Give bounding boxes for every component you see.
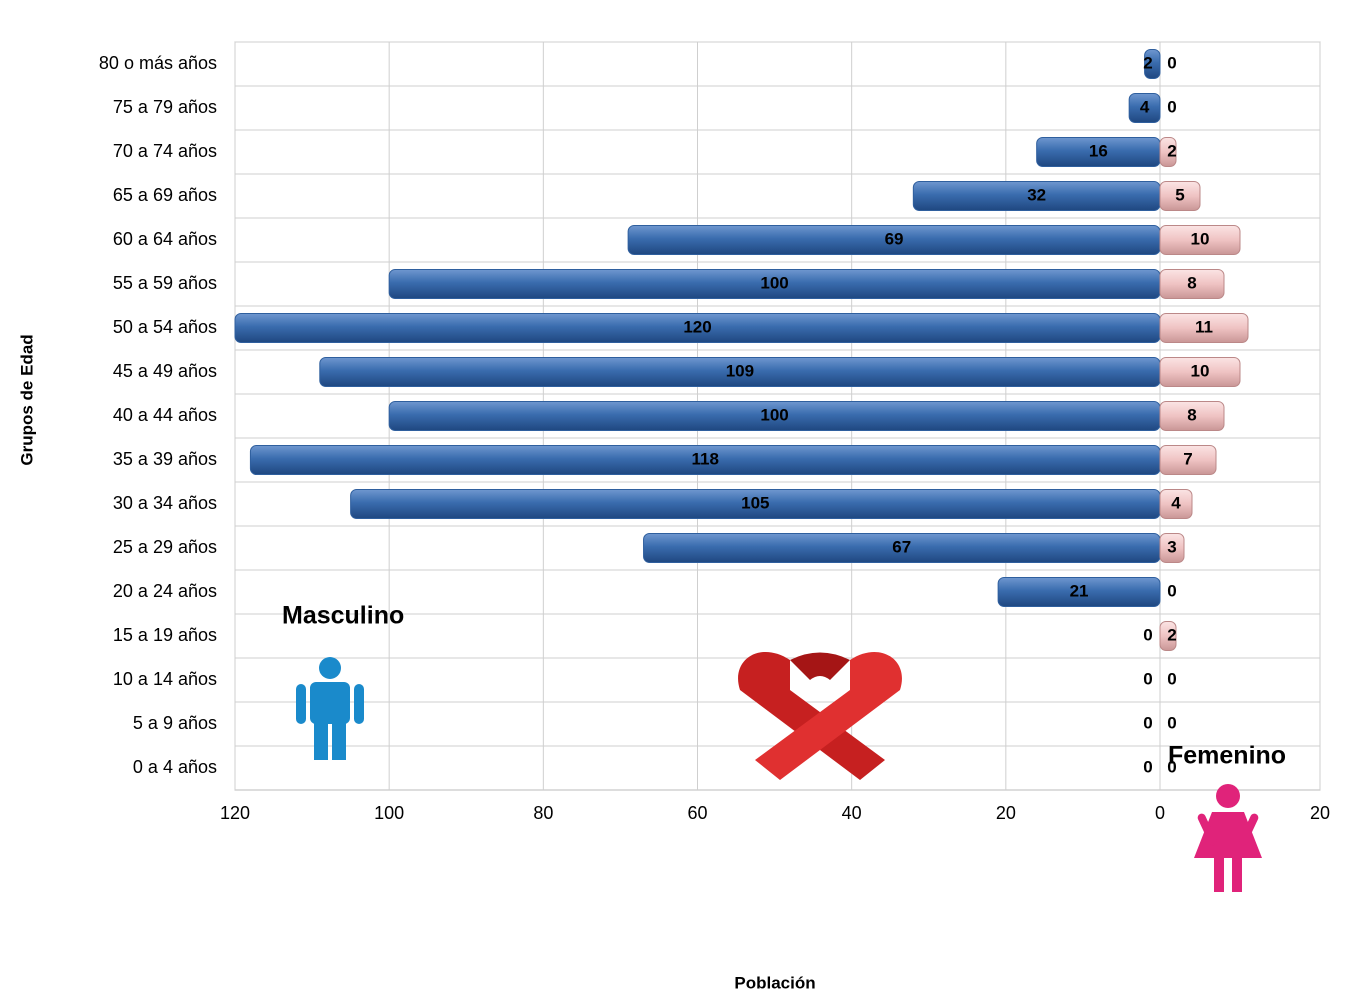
ribbon-icon [738, 651, 902, 780]
male-value-label: 67 [892, 537, 911, 556]
y-tick-label: 20 a 24 años [113, 581, 217, 601]
female-value-label: 2 [1167, 141, 1176, 160]
female-bar [1159, 400, 1225, 432]
female-value-label: 0 [1167, 97, 1176, 116]
male-value-label: 100 [760, 405, 788, 424]
female-bar [1159, 268, 1225, 300]
male-bar [1128, 92, 1161, 124]
female-annotation: Femenino [1168, 742, 1286, 770]
female-value-label: 4 [1171, 493, 1181, 512]
male-value-label: 4 [1140, 97, 1150, 116]
y-tick-label: 25 a 29 años [113, 537, 217, 557]
x-tick-label: 20 [996, 803, 1016, 823]
male-value-label: 2 [1143, 53, 1152, 72]
male-icon [296, 657, 364, 760]
male-value-label: 0 [1143, 713, 1152, 732]
grid [234, 41, 1321, 791]
y-tick-label: 10 a 14 años [113, 669, 217, 689]
male-bar [1144, 48, 1161, 80]
bars [234, 48, 1249, 652]
female-bar [1159, 444, 1217, 476]
male-value-label: 32 [1027, 185, 1046, 204]
female-bar [1159, 532, 1185, 564]
female-value-label: 0 [1167, 53, 1176, 72]
male-value-label: 21 [1070, 581, 1089, 600]
male-annotation: Masculino [282, 602, 404, 630]
female-value-label: 10 [1191, 229, 1210, 248]
x-tick-label: 120 [220, 803, 250, 823]
y-tick-label: 15 a 19 años [113, 625, 217, 645]
y-tick-label: 5 a 9 años [133, 713, 217, 733]
x-tick-label: 100 [374, 803, 404, 823]
y-axis-title: Grupos de Edad [17, 334, 36, 465]
y-tick-label: 80 o más años [99, 53, 217, 73]
female-value-label: 0 [1167, 713, 1176, 732]
male-value-label: 100 [760, 273, 788, 292]
male-value-label: 118 [691, 449, 718, 468]
x-tick-label: 20 [1310, 803, 1330, 823]
y-tick-label: 75 a 79 años [113, 97, 217, 117]
y-tick-label: 45 a 49 años [113, 361, 217, 381]
y-tick-label: 30 a 34 años [113, 493, 217, 513]
male-value-label: 120 [683, 317, 711, 336]
y-tick-label: 65 a 69 años [113, 185, 217, 205]
y-tick-label: 60 a 64 años [113, 229, 217, 249]
female-value-label: 2 [1167, 625, 1176, 644]
female-value-label: 3 [1167, 537, 1176, 556]
male-value-label: 16 [1089, 141, 1108, 160]
x-tick-label: 40 [842, 803, 862, 823]
female-value-label: 0 [1167, 669, 1176, 688]
female-bar [1159, 488, 1193, 520]
female-value-label: 11 [1195, 317, 1213, 336]
x-tick-label: 80 [533, 803, 553, 823]
female-value-label: 8 [1187, 273, 1196, 292]
female-bar [1159, 136, 1177, 168]
y-tick-label: 35 a 39 años [113, 449, 217, 469]
female-value-label: 10 [1191, 361, 1210, 380]
female-icon [1194, 784, 1262, 892]
female-bar [1159, 620, 1177, 652]
y-tick-label: 40 a 44 años [113, 405, 217, 425]
y-tick-label: 0 a 4 años [133, 757, 217, 777]
female-value-label: 0 [1167, 757, 1176, 776]
y-tick-label: 55 a 59 años [113, 273, 217, 293]
female-value-label: 5 [1175, 185, 1184, 204]
female-bar [1159, 312, 1249, 344]
female-bar [1159, 356, 1241, 388]
x-tick-label: 60 [687, 803, 707, 823]
female-value-label: 0 [1167, 581, 1176, 600]
female-bar [1159, 224, 1241, 256]
male-bar [997, 576, 1161, 608]
y-tick-label: 50 a 54 años [113, 317, 217, 337]
male-value-label: 0 [1143, 669, 1152, 688]
y-tick-label: 70 a 74 años [113, 141, 217, 161]
x-axis-title: Población [734, 973, 815, 992]
male-value-label: 109 [726, 361, 754, 380]
male-value-label: 105 [741, 493, 769, 512]
female-value-label: 7 [1183, 449, 1192, 468]
male-value-label: 0 [1143, 757, 1152, 776]
x-tick-label: 0 [1155, 803, 1165, 823]
male-value-label: 69 [885, 229, 904, 248]
female-value-label: 8 [1187, 405, 1196, 424]
male-value-label: 0 [1143, 625, 1152, 644]
female-bar [1159, 180, 1201, 212]
